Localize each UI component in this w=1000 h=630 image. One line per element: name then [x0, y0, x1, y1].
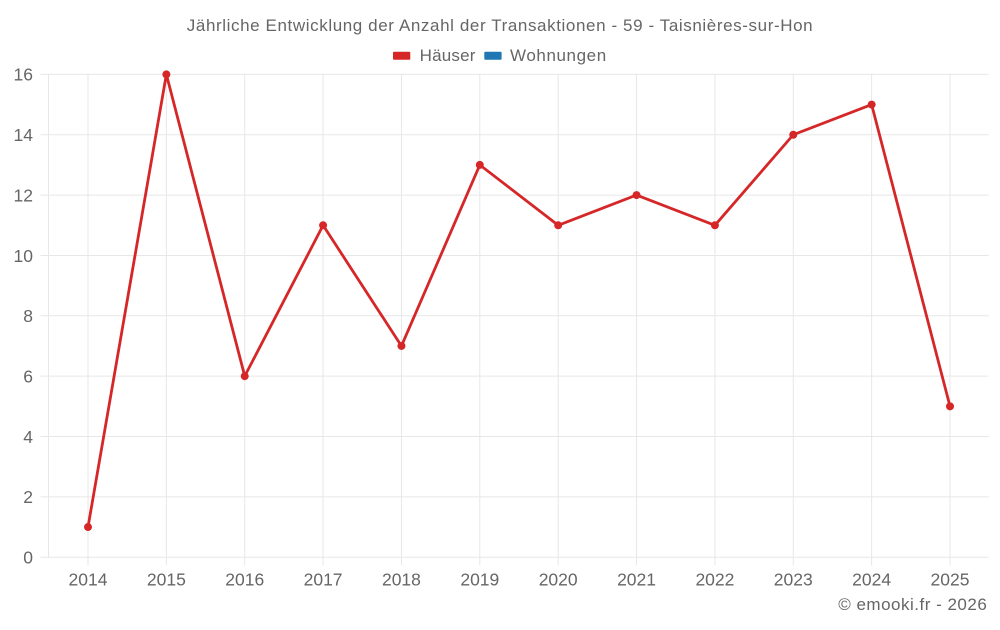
- svg-text:© emooki.fr - 2026: © emooki.fr - 2026: [838, 595, 987, 614]
- svg-text:10: 10: [14, 246, 34, 266]
- svg-text:2018: 2018: [382, 570, 421, 590]
- svg-text:4: 4: [23, 427, 33, 447]
- svg-text:2015: 2015: [147, 570, 186, 590]
- svg-text:2025: 2025: [931, 570, 970, 590]
- svg-text:2022: 2022: [695, 570, 734, 590]
- svg-text:16: 16: [14, 65, 33, 85]
- svg-text:12: 12: [14, 185, 33, 205]
- svg-text:2020: 2020: [539, 570, 578, 590]
- svg-text:2016: 2016: [225, 570, 264, 590]
- svg-text:Wohnungen: Wohnungen: [510, 46, 607, 65]
- svg-text:2024: 2024: [852, 570, 891, 590]
- svg-text:2019: 2019: [460, 570, 499, 590]
- svg-text:2: 2: [23, 487, 33, 507]
- svg-text:Jährliche Entwicklung der Anza: Jährliche Entwicklung der Anzahl der Tra…: [187, 16, 813, 35]
- svg-text:2023: 2023: [774, 570, 813, 590]
- svg-text:0: 0: [23, 548, 33, 568]
- svg-text:2017: 2017: [304, 570, 343, 590]
- svg-text:6: 6: [23, 366, 33, 386]
- svg-text:2021: 2021: [617, 570, 656, 590]
- svg-text:14: 14: [14, 125, 34, 145]
- svg-text:8: 8: [23, 306, 33, 326]
- svg-text:2014: 2014: [69, 570, 108, 590]
- svg-text:Häuser: Häuser: [420, 46, 476, 65]
